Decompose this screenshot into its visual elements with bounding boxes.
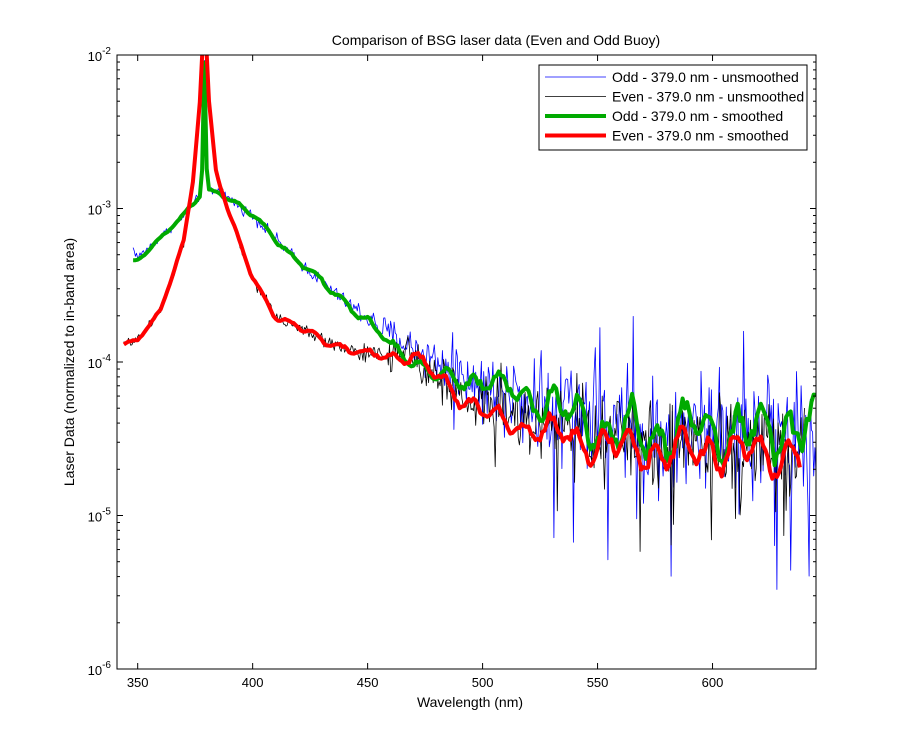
legend-entries: Odd - 379.0 nm - unsmoothed Even - 379.0 … bbox=[545, 69, 804, 144]
x-tick-label: 600 bbox=[702, 675, 724, 690]
x-axis-label: Wavelength (nm) bbox=[417, 694, 523, 710]
x-tick-label: 450 bbox=[357, 675, 379, 690]
legend-label: Even - 379.0 nm - unsmoothed bbox=[612, 89, 804, 105]
legend-label: Odd - 379.0 nm - unsmoothed bbox=[612, 69, 799, 85]
legend: Odd - 379.0 nm - unsmoothed Even - 379.0 … bbox=[538, 64, 808, 151]
y-tick-label: 10-3 bbox=[88, 200, 112, 218]
y-tick-label: 10-2 bbox=[88, 46, 112, 64]
y-tick-label: 10-5 bbox=[88, 507, 112, 525]
y-tick-label: 10-4 bbox=[88, 353, 112, 371]
y-tick-label: 10-6 bbox=[88, 660, 112, 678]
x-tick-label: 400 bbox=[242, 675, 264, 690]
legend-label: Even - 379.0 nm - smoothed bbox=[612, 128, 789, 144]
tick-layer: 350 400 450 500 550 600 10-2 10-3 10-4 10-5 10-6 bbox=[88, 46, 816, 690]
plot-area bbox=[117, 55, 816, 669]
series-line-2 bbox=[133, 60, 816, 468]
x-tick-label: 500 bbox=[472, 675, 494, 690]
series-layer bbox=[122, 55, 816, 590]
series-line-3 bbox=[122, 55, 802, 481]
y-axis-label: Laser Data (normalized to in-band area) bbox=[61, 238, 77, 486]
x-tick-label: 350 bbox=[127, 675, 149, 690]
series-group bbox=[122, 55, 816, 590]
chart-title: Comparison of BSG laser data (Even and O… bbox=[332, 32, 660, 48]
x-tick-label: 550 bbox=[587, 675, 609, 690]
legend-label: Odd - 379.0 nm - smoothed bbox=[612, 108, 783, 124]
